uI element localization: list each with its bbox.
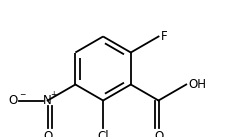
Text: F: F	[160, 30, 167, 43]
Text: +: +	[50, 90, 57, 99]
Text: O: O	[154, 130, 163, 137]
Text: −: −	[19, 90, 25, 99]
Text: Cl: Cl	[97, 130, 109, 137]
Text: N: N	[43, 94, 52, 107]
Text: OH: OH	[188, 78, 206, 91]
Text: O: O	[43, 130, 52, 137]
Text: O: O	[9, 94, 18, 107]
